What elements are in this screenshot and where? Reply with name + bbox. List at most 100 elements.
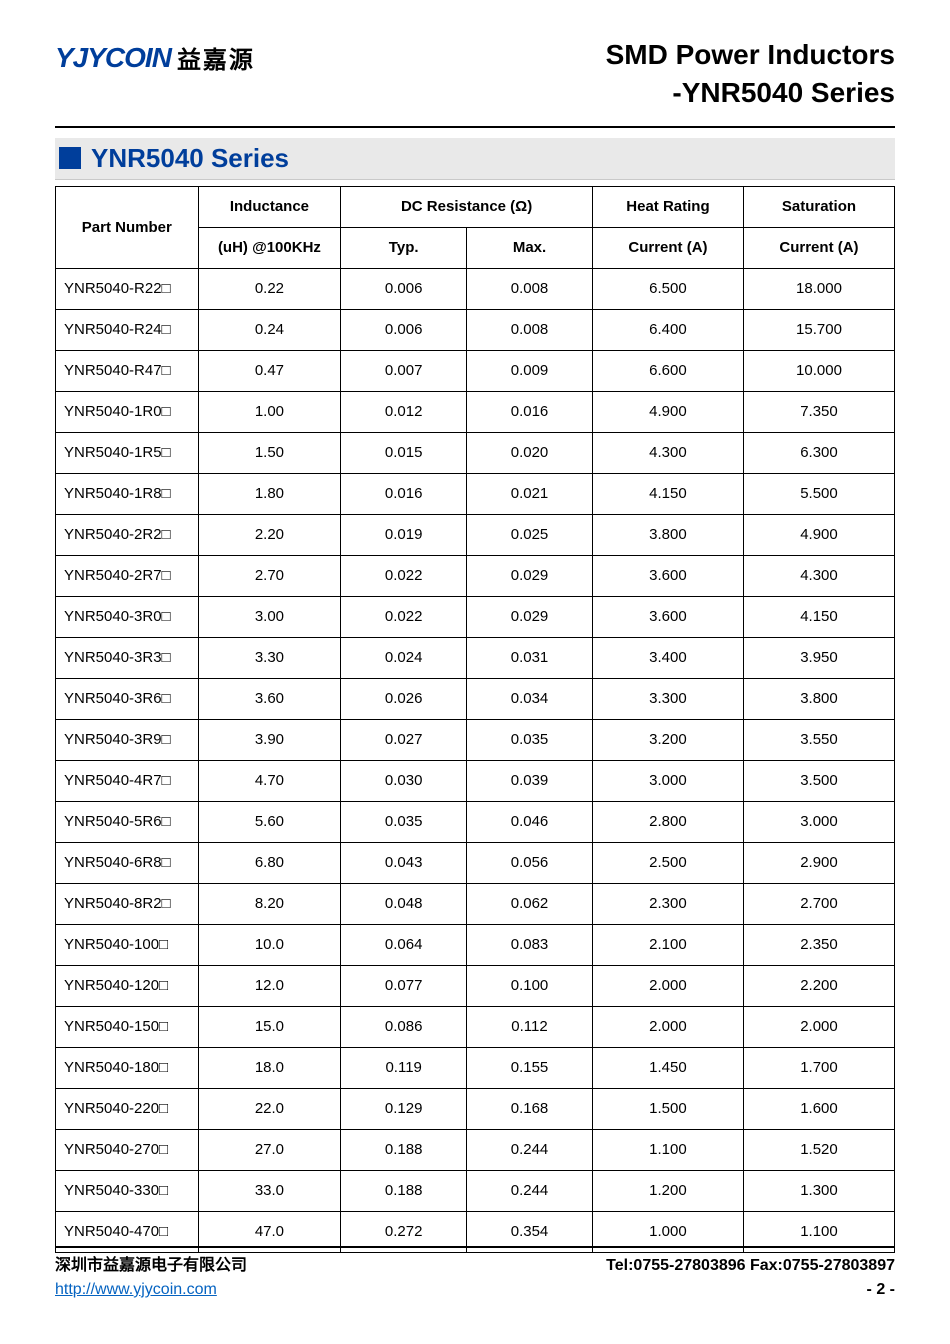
table-row: YNR5040-150□15.00.0860.1122.0002.000 — [56, 1006, 895, 1047]
cell-part-number: YNR5040-3R9□ — [56, 719, 199, 760]
cell-inductance: 33.0 — [198, 1170, 341, 1211]
cell-dcr-typ: 0.035 — [341, 801, 467, 842]
th-typ: Typ. — [341, 227, 467, 268]
cell-dcr-typ: 0.043 — [341, 842, 467, 883]
cell-part-number: YNR5040-1R8□ — [56, 473, 199, 514]
spec-table-head: Part Number Inductance DC Resistance (Ω)… — [56, 186, 895, 268]
cell-heat-rating: 2.100 — [592, 924, 743, 965]
th-part-number: Part Number — [56, 186, 199, 268]
cell-dcr-max: 0.244 — [467, 1170, 593, 1211]
table-row: YNR5040-1R8□1.800.0160.0214.1505.500 — [56, 473, 895, 514]
cell-dcr-typ: 0.026 — [341, 678, 467, 719]
cell-inductance: 0.22 — [198, 268, 341, 309]
cell-dcr-max: 0.008 — [467, 268, 593, 309]
cell-dcr-max: 0.031 — [467, 637, 593, 678]
cell-inductance: 18.0 — [198, 1047, 341, 1088]
cell-saturation: 1.300 — [743, 1170, 894, 1211]
cell-dcr-max: 0.021 — [467, 473, 593, 514]
cell-dcr-typ: 0.019 — [341, 514, 467, 555]
cell-dcr-typ: 0.188 — [341, 1170, 467, 1211]
logo-chinese: 益嘉源 — [177, 40, 255, 75]
cell-heat-rating: 6.500 — [592, 268, 743, 309]
section-title: YNR5040 Series — [91, 143, 289, 174]
cell-heat-rating: 3.300 — [592, 678, 743, 719]
cell-dcr-max: 0.056 — [467, 842, 593, 883]
cell-part-number: YNR5040-5R6□ — [56, 801, 199, 842]
table-row: YNR5040-270□27.00.1880.2441.1001.520 — [56, 1129, 895, 1170]
table-row: YNR5040-180□18.00.1190.1551.4501.700 — [56, 1047, 895, 1088]
table-row: YNR5040-2R2□2.200.0190.0253.8004.900 — [56, 514, 895, 555]
cell-part-number: YNR5040-220□ — [56, 1088, 199, 1129]
cell-dcr-max: 0.020 — [467, 432, 593, 473]
cell-dcr-max: 0.025 — [467, 514, 593, 555]
cell-part-number: YNR5040-R22□ — [56, 268, 199, 309]
cell-dcr-typ: 0.022 — [341, 596, 467, 637]
table-row: YNR5040-330□33.00.1880.2441.2001.300 — [56, 1170, 895, 1211]
cell-saturation: 5.500 — [743, 473, 894, 514]
cell-inductance: 4.70 — [198, 760, 341, 801]
cell-dcr-max: 0.062 — [467, 883, 593, 924]
cell-part-number: YNR5040-1R5□ — [56, 432, 199, 473]
cell-dcr-typ: 0.022 — [341, 555, 467, 596]
cell-dcr-typ: 0.030 — [341, 760, 467, 801]
cell-heat-rating: 1.100 — [592, 1129, 743, 1170]
cell-heat-rating: 2.800 — [592, 801, 743, 842]
title-block: SMD Power Inductors -YNR5040 Series — [606, 36, 895, 112]
footer-page-number: - 2 - — [867, 1278, 895, 1302]
cell-dcr-max: 0.035 — [467, 719, 593, 760]
cell-inductance: 0.24 — [198, 309, 341, 350]
cell-part-number: YNR5040-3R0□ — [56, 596, 199, 637]
cell-dcr-typ: 0.024 — [341, 637, 467, 678]
cell-saturation: 15.700 — [743, 309, 894, 350]
cell-heat-rating: 3.000 — [592, 760, 743, 801]
cell-part-number: YNR5040-2R7□ — [56, 555, 199, 596]
cell-dcr-max: 0.029 — [467, 555, 593, 596]
cell-part-number: YNR5040-180□ — [56, 1047, 199, 1088]
cell-inductance: 1.00 — [198, 391, 341, 432]
cell-saturation: 1.700 — [743, 1047, 894, 1088]
table-row: YNR5040-120□12.00.0770.1002.0002.200 — [56, 965, 895, 1006]
logo: YJYCOIN 益嘉源 — [55, 36, 255, 75]
cell-saturation: 3.500 — [743, 760, 894, 801]
cell-heat-rating: 3.200 — [592, 719, 743, 760]
footer: 深圳市益嘉源电子有限公司 Tel:0755-27803896 Fax:0755-… — [55, 1246, 895, 1302]
cell-saturation: 4.150 — [743, 596, 894, 637]
footer-url-link[interactable]: http://www.yjycoin.com — [55, 1278, 217, 1302]
spec-table: Part Number Inductance DC Resistance (Ω)… — [55, 186, 895, 1253]
cell-dcr-typ: 0.027 — [341, 719, 467, 760]
cell-dcr-max: 0.029 — [467, 596, 593, 637]
cell-saturation: 2.000 — [743, 1006, 894, 1047]
footer-company: 深圳市益嘉源电子有限公司 — [55, 1254, 247, 1278]
cell-part-number: YNR5040-4R7□ — [56, 760, 199, 801]
cell-heat-rating: 1.500 — [592, 1088, 743, 1129]
cell-saturation: 6.300 — [743, 432, 894, 473]
cell-inductance: 1.80 — [198, 473, 341, 514]
cell-dcr-typ: 0.188 — [341, 1129, 467, 1170]
cell-part-number: YNR5040-R24□ — [56, 309, 199, 350]
section-marker-icon — [59, 147, 81, 169]
table-row: YNR5040-6R8□6.800.0430.0562.5002.900 — [56, 842, 895, 883]
cell-part-number: YNR5040-6R8□ — [56, 842, 199, 883]
cell-dcr-typ: 0.048 — [341, 883, 467, 924]
cell-inductance: 22.0 — [198, 1088, 341, 1129]
cell-heat-rating: 2.000 — [592, 965, 743, 1006]
table-row: YNR5040-4R7□4.700.0300.0393.0003.500 — [56, 760, 895, 801]
cell-saturation: 3.550 — [743, 719, 894, 760]
cell-dcr-max: 0.112 — [467, 1006, 593, 1047]
cell-inductance: 15.0 — [198, 1006, 341, 1047]
cell-heat-rating: 6.600 — [592, 350, 743, 391]
cell-dcr-max: 0.009 — [467, 350, 593, 391]
cell-inductance: 5.60 — [198, 801, 341, 842]
cell-dcr-typ: 0.086 — [341, 1006, 467, 1047]
table-row: YNR5040-3R6□3.600.0260.0343.3003.800 — [56, 678, 895, 719]
cell-part-number: YNR5040-3R3□ — [56, 637, 199, 678]
cell-dcr-typ: 0.129 — [341, 1088, 467, 1129]
footer-contact: Tel:0755-27803896 Fax:0755-27803897 — [606, 1254, 895, 1278]
cell-part-number: YNR5040-100□ — [56, 924, 199, 965]
cell-dcr-typ: 0.007 — [341, 350, 467, 391]
cell-part-number: YNR5040-150□ — [56, 1006, 199, 1047]
cell-saturation: 1.600 — [743, 1088, 894, 1129]
table-row: YNR5040-1R0□1.000.0120.0164.9007.350 — [56, 391, 895, 432]
cell-inductance: 8.20 — [198, 883, 341, 924]
cell-heat-rating: 3.400 — [592, 637, 743, 678]
